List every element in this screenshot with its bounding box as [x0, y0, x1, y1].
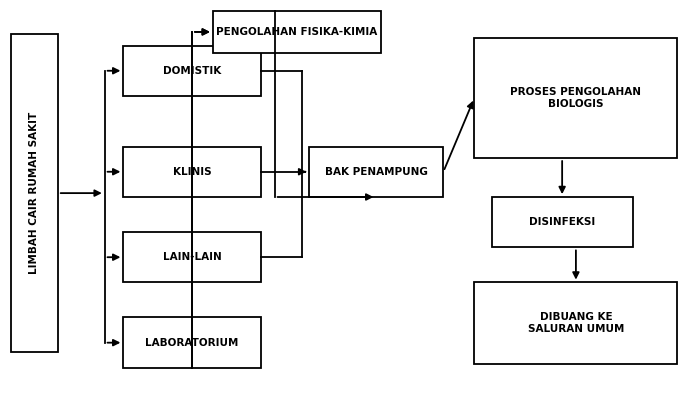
FancyBboxPatch shape	[124, 147, 261, 197]
FancyBboxPatch shape	[475, 282, 677, 364]
FancyBboxPatch shape	[124, 45, 261, 96]
Text: BAK PENAMPUNG: BAK PENAMPUNG	[325, 167, 428, 177]
Text: LABORATORIUM: LABORATORIUM	[146, 338, 239, 348]
FancyBboxPatch shape	[475, 38, 677, 158]
FancyBboxPatch shape	[491, 197, 633, 247]
FancyBboxPatch shape	[124, 318, 261, 368]
FancyBboxPatch shape	[124, 232, 261, 282]
Text: LAIN-LAIN: LAIN-LAIN	[162, 252, 221, 262]
Text: DIBUANG KE
SALURAN UMUM: DIBUANG KE SALURAN UMUM	[527, 312, 624, 334]
FancyBboxPatch shape	[11, 34, 58, 352]
Text: PROSES PENGOLAHAN
BIOLOGIS: PROSES PENGOLAHAN BIOLOGIS	[510, 87, 641, 109]
Text: LIMBAH CAIR RUMAH SAKIT: LIMBAH CAIR RUMAH SAKIT	[29, 112, 40, 274]
Text: KLINIS: KLINIS	[173, 167, 212, 177]
Text: DISINFEKSI: DISINFEKSI	[529, 217, 595, 227]
Text: PENGOLAHAN FISIKA-KIMIA: PENGOLAHAN FISIKA-KIMIA	[217, 27, 378, 37]
FancyBboxPatch shape	[309, 147, 443, 197]
FancyBboxPatch shape	[213, 11, 382, 53]
Text: DOMISTIK: DOMISTIK	[163, 66, 221, 76]
